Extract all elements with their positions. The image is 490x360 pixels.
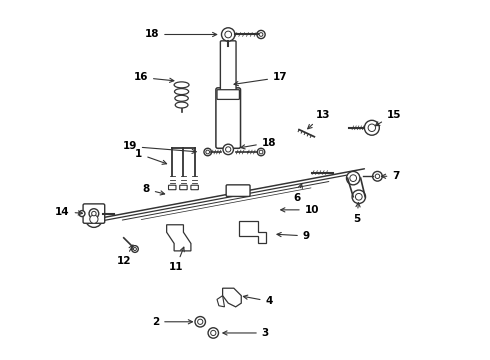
Circle shape [206, 150, 210, 154]
Text: 15: 15 [375, 110, 401, 126]
Ellipse shape [175, 95, 188, 101]
Circle shape [257, 148, 265, 156]
Text: 13: 13 [308, 110, 330, 129]
Text: 3: 3 [223, 328, 269, 338]
Ellipse shape [174, 89, 189, 95]
Circle shape [221, 28, 235, 41]
Polygon shape [240, 221, 266, 243]
Circle shape [89, 209, 99, 219]
Circle shape [365, 120, 379, 135]
Circle shape [133, 248, 136, 251]
Circle shape [346, 171, 360, 185]
FancyBboxPatch shape [169, 185, 176, 190]
Circle shape [197, 319, 203, 324]
Circle shape [257, 30, 265, 39]
Text: 18: 18 [241, 138, 276, 149]
Text: 14: 14 [55, 207, 82, 217]
Text: 18: 18 [145, 30, 217, 40]
Circle shape [223, 144, 233, 155]
Circle shape [375, 174, 380, 179]
Circle shape [92, 211, 96, 216]
Text: 8: 8 [143, 184, 165, 195]
Circle shape [195, 316, 205, 327]
FancyBboxPatch shape [216, 88, 241, 148]
Circle shape [86, 211, 102, 228]
Text: 4: 4 [244, 295, 273, 306]
Text: 19: 19 [122, 141, 196, 153]
Circle shape [352, 190, 366, 203]
Circle shape [132, 246, 138, 252]
Circle shape [204, 148, 211, 156]
Circle shape [79, 211, 85, 217]
Text: 7: 7 [382, 171, 400, 181]
FancyBboxPatch shape [83, 204, 105, 223]
Text: 2: 2 [152, 317, 193, 327]
Ellipse shape [175, 102, 188, 108]
Text: 10: 10 [281, 205, 319, 215]
Circle shape [225, 31, 232, 38]
Circle shape [372, 171, 382, 181]
Circle shape [90, 215, 98, 223]
Text: 16: 16 [133, 72, 174, 82]
Polygon shape [167, 225, 191, 251]
FancyBboxPatch shape [220, 41, 236, 95]
FancyBboxPatch shape [217, 90, 240, 99]
FancyBboxPatch shape [180, 185, 187, 190]
Text: 1: 1 [135, 149, 167, 164]
FancyBboxPatch shape [191, 185, 198, 190]
Circle shape [211, 330, 216, 336]
Circle shape [368, 124, 375, 131]
Circle shape [355, 193, 362, 200]
Polygon shape [217, 296, 224, 307]
Text: 12: 12 [117, 245, 133, 266]
Circle shape [259, 33, 263, 36]
Ellipse shape [174, 82, 189, 88]
Text: 11: 11 [169, 247, 184, 272]
FancyBboxPatch shape [226, 185, 250, 197]
Circle shape [259, 150, 263, 154]
Text: 5: 5 [353, 203, 361, 224]
Text: 9: 9 [277, 231, 310, 241]
Text: 17: 17 [234, 72, 288, 86]
Circle shape [225, 147, 231, 152]
Text: 6: 6 [294, 184, 302, 203]
Circle shape [208, 328, 219, 338]
Circle shape [350, 175, 357, 181]
Polygon shape [222, 288, 241, 307]
